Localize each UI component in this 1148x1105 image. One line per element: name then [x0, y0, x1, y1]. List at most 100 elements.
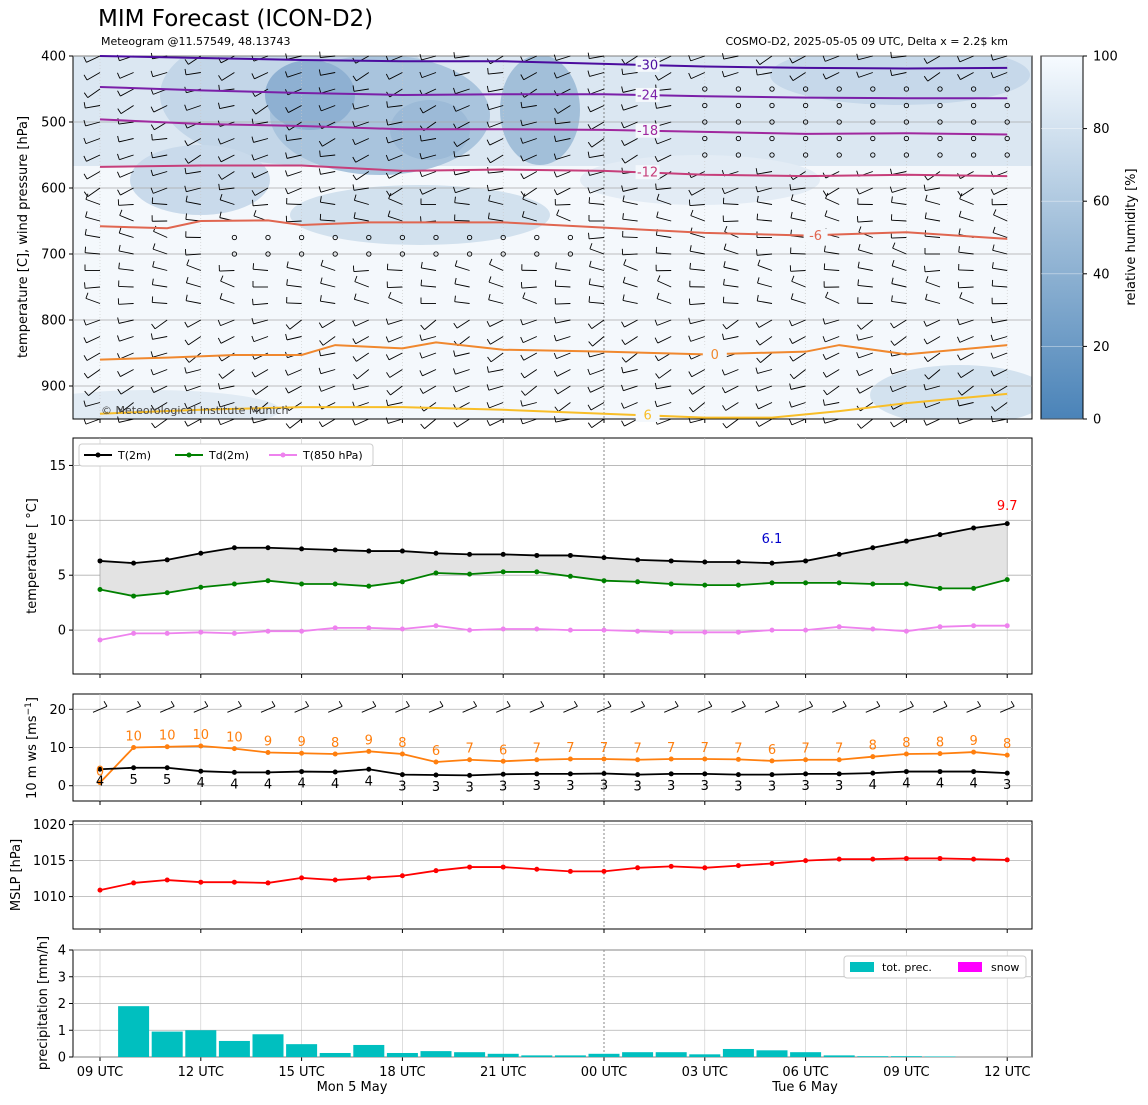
- colorbar-tick-label: 0: [1093, 413, 1101, 428]
- wind-barb-shaft: [791, 298, 806, 304]
- wind-barb-shaft: [321, 385, 336, 392]
- wind-barb-shaft: [656, 385, 672, 390]
- calm-wind-marker: [735, 86, 742, 92]
- wind-barb-shaft: [85, 198, 101, 205]
- wind-barb-flag: [723, 243, 727, 250]
- wind-barb-shaft: [219, 187, 235, 191]
- t2m-point: [332, 547, 338, 553]
- upper-air-ylabel: temperature [C], wind pressure [hPa]: [16, 116, 31, 358]
- wind-barb-flag: [588, 278, 591, 285]
- wind-barb-flag: [117, 135, 120, 142]
- calm-wind-marker: [534, 234, 540, 241]
- wind-barb-shaft: [186, 282, 201, 288]
- wind-barb-shaft: [524, 385, 538, 396]
- wind-barb-flag: [420, 423, 425, 429]
- wind-barb-shaft: [790, 385, 806, 390]
- mean-wind-point: [231, 769, 237, 775]
- wind-barb-flag: [622, 213, 624, 220]
- td2m-point: [971, 585, 977, 591]
- wind-barb-flag: [957, 318, 960, 325]
- wind-barb-flag: [217, 138, 221, 145]
- t2m-point: [601, 555, 607, 561]
- humidity-colorbar: 0 20 40 60 80 100 relative humidity [%]: [1040, 50, 1139, 428]
- wind-barb-flag: [388, 192, 392, 199]
- t850-point: [467, 627, 473, 633]
- wind-barb-shaft: [689, 303, 705, 305]
- isotherm-label-bg: [635, 408, 660, 423]
- wind-barb-shaft: [153, 187, 168, 194]
- wind-barb-shaft: [186, 385, 201, 392]
- x-tick-label: 09 UTC: [77, 1065, 123, 1080]
- wind-barb-shaft: [286, 154, 302, 159]
- t2m-point: [433, 550, 439, 556]
- wind-barb-shaft: [255, 385, 269, 395]
- td2m-point: [601, 578, 607, 584]
- wind-barb-flag: [622, 294, 625, 301]
- precip-bar: [386, 1052, 418, 1057]
- wind-barb-shaft: [791, 418, 806, 426]
- wind-barb-shaft: [488, 369, 504, 373]
- wind-barb-shaft: [456, 138, 470, 148]
- wind-barb-shaft: [185, 201, 201, 205]
- gust-point: [735, 756, 741, 762]
- wind-barb-shaft: [557, 105, 571, 114]
- wind-barb-flag: [386, 119, 389, 126]
- gust-point: [433, 759, 439, 765]
- wind-barb-flag: [118, 227, 122, 234]
- wind-barb-shaft: [152, 352, 168, 358]
- mean-wind-point: [903, 769, 909, 775]
- wind-barb-shaft: [994, 385, 1008, 395]
- wind-barb-flag: [589, 260, 592, 267]
- wind-barb-shaft: [928, 369, 941, 380]
- wind-barb-shaft: [353, 88, 369, 92]
- wind-barb-flag: [990, 388, 995, 394]
- wind-barb-shaft: [521, 105, 537, 109]
- wind-barb-flag: [990, 370, 995, 377]
- wind-barb-flag: [722, 333, 725, 340]
- calm-wind-marker: [265, 251, 271, 257]
- surface-wind-barb: [428, 705, 444, 713]
- gust-point: [467, 757, 473, 763]
- wind-barb-flag: [623, 259, 627, 266]
- wind-barb-flag: [722, 405, 727, 411]
- t2m-point: [567, 552, 573, 558]
- wind-barb-flag: [621, 58, 626, 65]
- gust-point: [299, 750, 305, 756]
- wind-barb-flag: [656, 211, 659, 218]
- mean-wind-point: [870, 770, 876, 776]
- wind-barb-flag: [486, 366, 489, 373]
- wind-barb-flag: [790, 211, 793, 218]
- calm-wind-marker: [937, 135, 943, 142]
- colorbar-tick-label: 60: [1093, 195, 1110, 210]
- wind-barb-flag: [219, 293, 223, 300]
- wind-barb-shaft: [723, 72, 739, 78]
- calm-wind-marker: [702, 135, 708, 142]
- wind-barb-shaft: [488, 187, 504, 192]
- t2m-point: [231, 545, 237, 551]
- mslp-ylabel: MSLP [hPa]: [9, 839, 24, 911]
- wind-barb-flag: [688, 55, 692, 62]
- t2m-point: [903, 538, 909, 544]
- gust-point: [1004, 752, 1010, 758]
- wind-barb-flag: [621, 357, 627, 363]
- wind-barb-shaft: [656, 187, 672, 191]
- calm-wind-marker: [836, 86, 842, 92]
- wind-barb-flag: [117, 388, 122, 395]
- wind-barb-shaft: [86, 72, 101, 81]
- wind-barb-flag: [352, 138, 356, 145]
- wind-barb-flag: [319, 150, 321, 157]
- wind-barb-shaft: [185, 253, 201, 256]
- wind-barb-shaft: [925, 235, 941, 238]
- wind-barb-flag: [386, 389, 391, 396]
- wind-barb-flag: [990, 334, 994, 341]
- wind-barb-flag: [486, 121, 490, 128]
- gust-point: [937, 751, 943, 757]
- wind-barb-flag: [318, 322, 323, 328]
- wind-barb-shaft: [120, 187, 134, 196]
- wind-barb-shaft: [555, 267, 571, 271]
- precip-bar: [722, 1048, 754, 1057]
- isotherm-line: [99, 118, 1008, 136]
- wind-barb-shaft: [723, 220, 739, 222]
- wind-barb-flag: [217, 401, 221, 408]
- wind-barb-shaft: [656, 216, 672, 222]
